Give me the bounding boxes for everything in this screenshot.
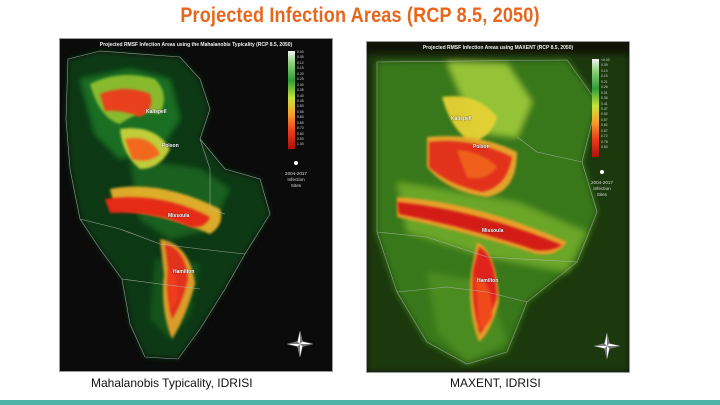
legend-value-label: 0.35 <box>297 88 304 93</box>
infection-sites-legend: 2004-2017 Infection Sites <box>279 161 313 189</box>
legend-value-label: 0.62 <box>601 123 608 128</box>
legend-value-label: 0.47 <box>601 106 608 111</box>
infection-sites-legend: 2004-2017 Infection Sites <box>585 170 619 198</box>
infection-sites-label-line: Infection <box>287 177 305 182</box>
legend-value-label: 0.60 <box>297 115 304 120</box>
legend-value-label: 0.05 <box>601 63 608 68</box>
maxent-map-image <box>367 42 629 372</box>
city-label-hamilton: Hamilton <box>173 269 195 275</box>
legend-value-label: 0.57 <box>601 117 608 122</box>
legend-value-label: 0.21 <box>601 79 608 84</box>
legend-value-label: 0.50 <box>297 104 304 109</box>
legend-value-label: 0.20 <box>297 71 304 76</box>
legend-values: 0.00 0.05 0.12 0.15 0.20 0.25 0.30 0.35 0.40 0.45… <box>297 50 304 148</box>
mahalanobis-map-title: Projected RMSF Infection Areas using the… <box>99 42 293 48</box>
city-label-kalispell: Kalispell <box>451 116 472 122</box>
city-label-missoula: Missoula <box>482 228 504 234</box>
legend-value-label: 0.25 <box>297 77 304 82</box>
infection-sites-label-line: 2004-2017 <box>285 171 307 176</box>
legend-color-ramp <box>288 51 295 149</box>
maxent-map-title: Projected RMSF Infection Areas using MAX… <box>422 45 574 51</box>
legend-value-label: 0.40 <box>297 93 304 98</box>
compass-rose-icon <box>286 330 314 358</box>
legend-value-label: 0.45 <box>297 98 304 103</box>
legend-values: <0.00 0.05 0.10 0.15 0.21 0.26 0.31 0.36 0.41 0.4… <box>601 58 610 150</box>
legend-value-label: 0.70 <box>297 126 304 131</box>
city-label-kalispell: Kalispell <box>146 109 167 115</box>
legend-value-label: 0.52 <box>601 112 608 117</box>
legend-value-label: 0.41 <box>601 101 608 106</box>
legend-value-label: 0.67 <box>601 128 608 133</box>
compass-rose-icon <box>593 332 621 360</box>
legend-value-label: 0.83 <box>601 145 608 149</box>
legend-value-label: 0.30 <box>297 82 304 87</box>
legend-value-label: 0.00 <box>297 50 304 54</box>
maxent-caption: MAXENT, IDRISI <box>450 376 541 390</box>
legend-value-label: 0.05 <box>297 55 304 60</box>
legend-value-label: 0.12 <box>297 60 304 65</box>
legend-value-label: 0.65 <box>297 120 304 125</box>
mahalanobis-map-image <box>60 39 332 371</box>
legend-value-label: 0.78 <box>601 139 608 144</box>
legend-value-label: 0.15 <box>601 74 608 79</box>
city-label-polson: Polson <box>473 144 490 150</box>
legend-value-label: 0.72 <box>601 134 608 139</box>
legend-value-label: 0.55 <box>297 109 304 114</box>
infection-sites-label-line: Sites <box>596 192 608 197</box>
legend-value-label: 0.90 <box>297 137 304 141</box>
legend-value-label: 0.26 <box>601 85 608 90</box>
mahalanobis-map-panel: Projected RMSF Infection Areas using the… <box>59 38 333 372</box>
city-label-hamilton: Hamilton <box>477 278 499 284</box>
infection-sites-label-line: 2004-2017 <box>591 180 613 185</box>
infection-sites-label-line: Sites <box>290 183 302 188</box>
infection-sites-label-line: Infection <box>593 186 611 191</box>
bottom-accent-bar <box>0 400 720 405</box>
infection-site-dot-icon <box>294 161 298 165</box>
mahalanobis-caption: Mahalanobis Typicality, IDRISI <box>91 376 253 390</box>
legend-value-label: 0.31 <box>601 90 608 95</box>
slide-title: Projected Infection Areas (RCP 8.5, 2050… <box>180 4 540 27</box>
legend-value-label: 0.36 <box>601 96 608 101</box>
legend-value-label: 0.15 <box>297 66 304 71</box>
legend-value-label: 0.10 <box>601 68 608 73</box>
legend-value-label: <0.00 <box>601 58 610 62</box>
legend-value-label: 0.80 <box>297 131 304 136</box>
maxent-map-panel: Projected RMSF Infection Areas using MAX… <box>366 41 630 373</box>
legend-color-ramp <box>592 59 599 157</box>
infection-site-dot-icon <box>600 170 604 174</box>
legend-value-label: 1.00 <box>297 142 304 147</box>
city-label-missoula: Missoula <box>168 213 190 219</box>
city-label-polson: Polson <box>162 143 179 149</box>
